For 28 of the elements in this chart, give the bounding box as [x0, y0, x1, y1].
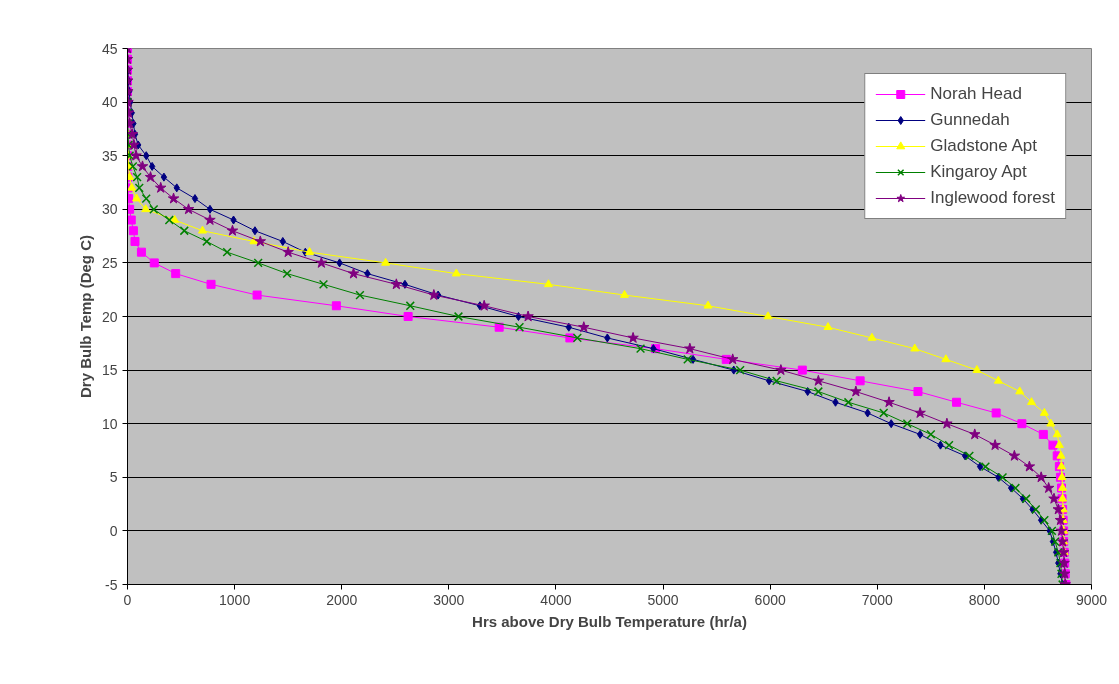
y-tick-label: 15: [101, 362, 118, 379]
y-tick-label: -5: [105, 576, 118, 593]
legend-label: Inglewood forest: [930, 188, 1055, 208]
legend-label: Norah Head: [930, 84, 1022, 104]
x-tick-label: 4000: [540, 591, 572, 608]
y-tick-label: 25: [101, 254, 118, 271]
legend-label: Gladstone Apt: [930, 136, 1038, 156]
y-tick-label: 0: [109, 522, 118, 539]
x-tick-label: 1000: [219, 591, 251, 608]
x-tick-label: 3000: [433, 591, 465, 608]
y-tick-label: 35: [101, 147, 118, 164]
x-tick-label: 0: [123, 591, 132, 608]
y-tick-label: 20: [101, 308, 118, 325]
x-axis-title: Hrs above Dry Bulb Temperature (hr/a): [472, 612, 747, 630]
x-tick-label: 5000: [647, 591, 679, 608]
legend-label: Gunnedah: [930, 110, 1010, 130]
x-tick-label: 6000: [754, 591, 786, 608]
y-tick-label: 45: [101, 40, 118, 57]
y-tick-label: 10: [101, 415, 118, 432]
x-tick-label: 7000: [861, 591, 894, 608]
legend-label: Kingaroy Apt: [930, 162, 1027, 182]
y-axis-title: Dry Bulb Temp (Deg C): [76, 234, 94, 399]
x-tick-label: 8000: [968, 591, 1001, 608]
y-tick-label: 5: [109, 469, 118, 486]
y-tick-label: 40: [101, 94, 118, 111]
y-tick-label: 30: [101, 201, 118, 218]
x-tick-label: 9000: [1075, 591, 1108, 608]
x-tick-label: 2000: [326, 591, 358, 608]
